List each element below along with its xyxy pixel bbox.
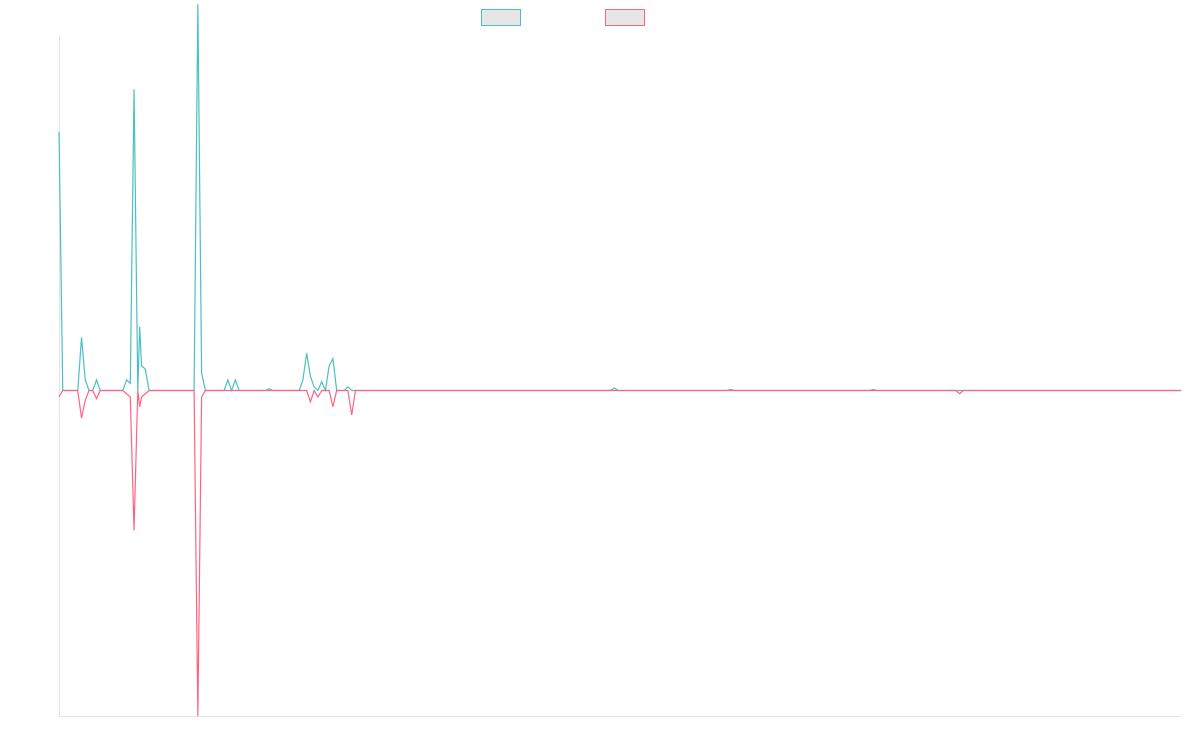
axes [59, 36, 1181, 717]
series-line-1 [58, 4, 1181, 393]
series-group [58, 4, 1181, 717]
legend [481, 9, 645, 26]
series-line-2 [58, 389, 1181, 717]
legend-swatch-series-2 [605, 9, 645, 26]
legend-swatch-series-1 [481, 9, 521, 26]
